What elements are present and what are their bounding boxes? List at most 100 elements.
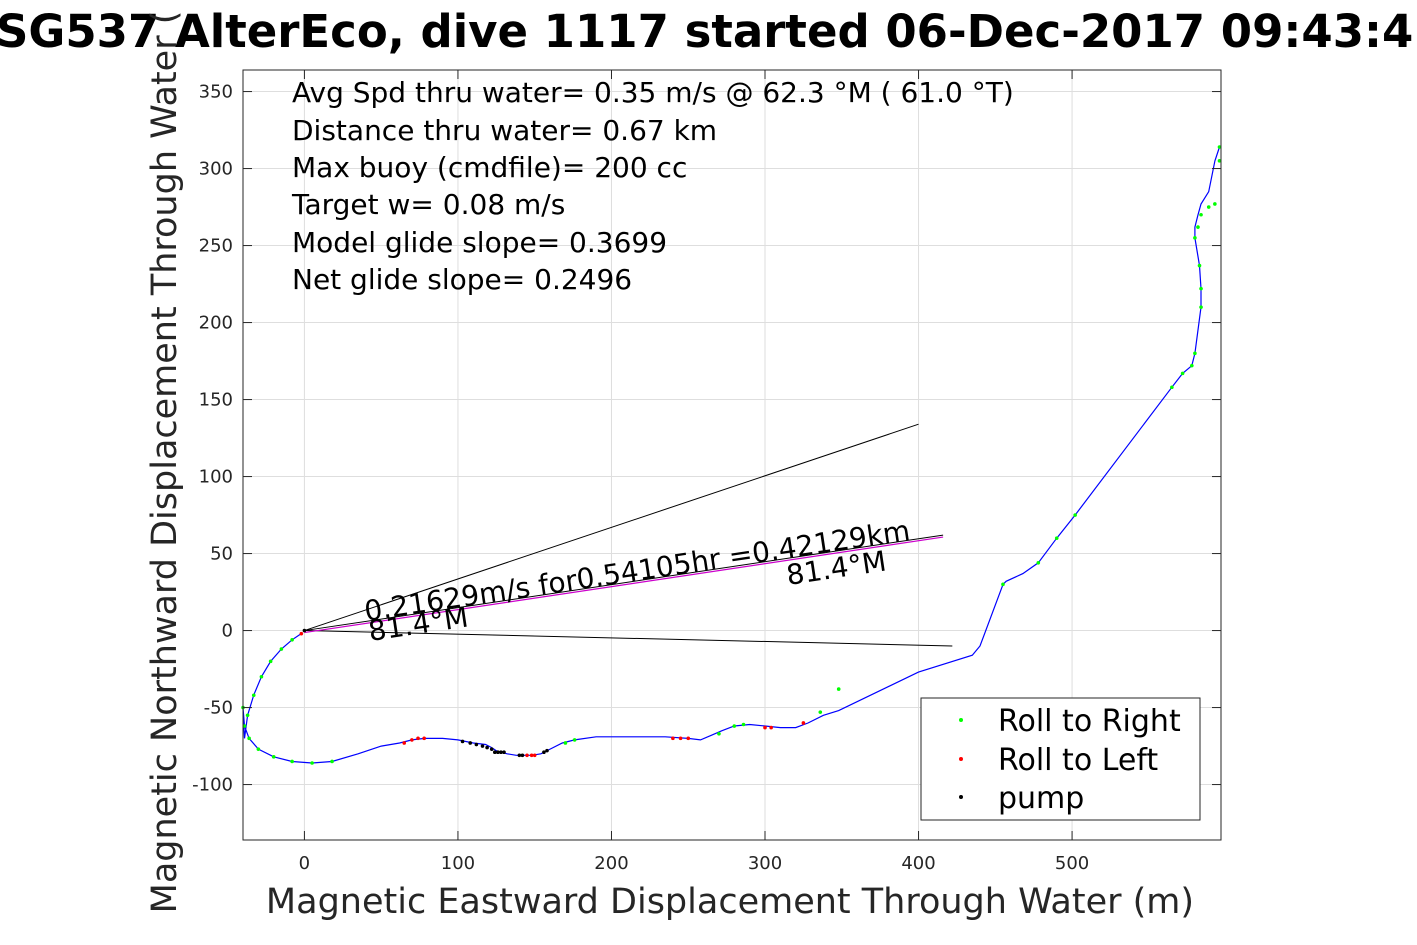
plot-frame [242,69,1222,841]
roll-right-point [732,724,737,728]
roll-right-point [1196,225,1200,229]
pump-point [489,747,494,751]
stats-annotations: Avg Spd thru water= 0.35 m/s @ 62.3 °M (… [291,76,1014,296]
pump-point [474,742,479,747]
x-tick-label: 0 [299,853,310,874]
roll-left-point [763,725,767,730]
roll-right-point [271,755,276,759]
roll-left-point [769,725,773,730]
annotation-model-glide-slope: Model glide slope= 0.3699 [292,226,667,259]
roll-right-point [1193,236,1197,240]
roll-right-point [1180,371,1185,376]
x-axis-label: Magnetic Eastward Displacement Through W… [266,882,1194,922]
legend-label-pump: pump [998,781,1084,816]
y-tick-label: 100 [199,467,233,488]
roll-right-point [279,647,284,651]
roll-right-point [1199,286,1203,291]
y-tick-label: 350 [199,82,233,103]
roll-right-point [1217,159,1222,163]
annotation-net-glide-slope: Net glide slope= 0.2496 [292,263,632,296]
roll-right-point [1001,582,1005,587]
upper-direction-line [304,423,919,632]
pump-point [499,750,503,755]
x-tick-label: 200 [594,853,628,874]
annotation-max-buoy: Max buoy (cmdfile)= 200 cc [292,151,687,184]
pump-point [480,744,485,748]
legend-marker-pump [959,795,963,799]
reference-lines [304,423,953,647]
annotation-avg-speed: Avg Spd thru water= 0.35 m/s @ 62.3 °M (… [292,76,1014,109]
current-vector-overlay [304,536,944,634]
glider-track-line [242,146,1221,764]
annotation-target-w: Target w= 0.08 m/s [291,188,565,221]
legend-marker-roll-right [959,718,963,722]
pump-point [542,750,546,755]
roll-right-point [717,731,721,736]
roll-right-point [310,761,314,765]
pump-point [485,745,489,750]
pump-point [460,739,465,744]
roll-left-point [801,721,806,725]
roll-right-point [836,687,841,691]
roll-right-point [290,759,294,764]
roll-left-point [686,736,691,741]
roll-right-point [563,741,568,745]
x-tick-label: 400 [901,853,935,874]
pump-point [468,741,473,745]
roll-left-point [529,753,534,758]
roll-right-point [741,722,746,727]
y-tick-label: -50 [204,698,233,719]
pump-point [302,628,307,633]
x-tick-label: 300 [748,853,782,874]
roll-left-point [532,753,537,758]
roll-right-point [1213,202,1217,206]
roll-right-point [1197,263,1202,268]
annotation-distance: Distance thru water= 0.67 km [292,114,717,147]
roll-right-point [268,659,273,664]
roll-left-point [410,738,414,742]
roll-left-point [416,736,420,741]
roll-right-point [242,724,247,728]
roll-right-point [259,674,264,679]
roll-left-point [402,741,407,745]
roll-left-point [422,736,426,741]
roll-left-point [525,753,529,758]
roll-right-point [247,736,251,741]
roll-right-point [1170,385,1174,390]
pump-point [517,753,522,758]
roll-right-point [251,693,256,698]
legend-label-roll-left: Roll to Left [998,743,1158,778]
roll-right-point [1190,363,1194,368]
lower-direction-line [304,630,953,647]
roll-left-point [299,631,304,636]
roll-right-point [572,738,577,742]
chart-title: SG537 AlterEco, dive 1117 started 06-Dec… [0,5,1413,58]
y-axis-label: Magnetic Northward Displacement Through … [145,11,185,914]
y-tick-label: 150 [199,390,233,411]
roll-right-point [330,759,334,764]
roll-left-point [678,736,683,741]
pump-point [492,750,497,755]
pump-point [545,748,549,753]
legend-label-roll-right: Roll to Right [998,704,1181,739]
roll-right-point [1193,351,1197,356]
axis-ticks: 0 100 200 300 400 500350300250200150100500-50… [192,70,1221,874]
pump-point [502,750,506,755]
roll-right-point [1199,305,1203,309]
roll-right-point [1036,561,1041,565]
roll-right-point [1054,536,1059,540]
roll-right-point [256,747,261,751]
pump-point [496,750,500,755]
x-tick-label: 100 [441,853,475,874]
y-tick-label: -100 [192,775,233,796]
legend-box [920,697,1201,821]
y-tick-label: 50 [210,544,233,565]
legend: Roll to Right Roll to Left pump [920,697,1201,821]
roll-right-point [290,638,294,642]
y-tick-label: 0 [222,621,233,642]
roll-right-point [818,710,823,714]
roll-right-point [1073,513,1077,517]
roll-right-point [245,713,250,718]
roll-right-point [1217,145,1222,149]
roll-right-point [1206,205,1211,209]
